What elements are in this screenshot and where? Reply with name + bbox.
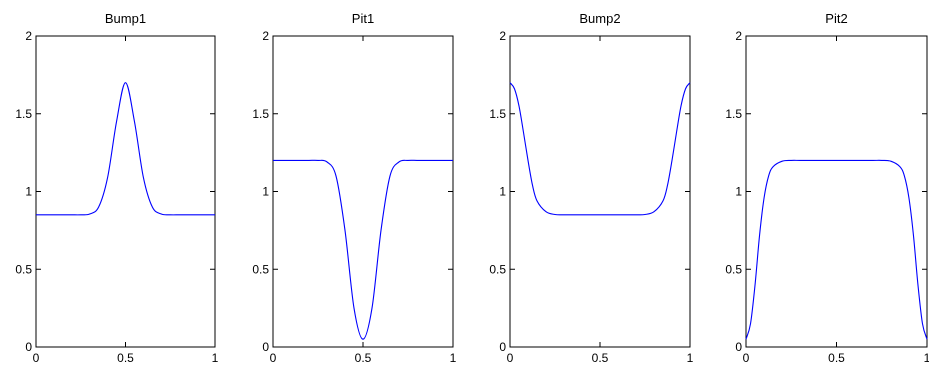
chart-title: Bump1: [105, 11, 146, 26]
series-line: [745, 159, 928, 340]
x-tick-label: 0: [270, 351, 277, 365]
chart-title: Pit1: [352, 11, 374, 26]
y-tick-label: 1.5: [489, 107, 506, 121]
series-line: [509, 82, 691, 216]
x-tick-label: 0.5: [117, 351, 134, 365]
y-tick-label: 1: [25, 185, 32, 199]
y-tick-label: 0: [499, 340, 506, 354]
subplot-4: Pit2 0 0.5 1 1.5 2 0 0.5 1: [725, 11, 929, 365]
y-tick-label: 0.5: [15, 262, 32, 276]
x-tick-label: 1: [924, 351, 929, 365]
y-tick-label: 2: [499, 29, 506, 43]
x-tick-label: 0.5: [592, 351, 609, 365]
chart-title: Pit2: [825, 11, 847, 26]
x-tick-label: 0.5: [828, 351, 845, 365]
chart-title: Bump2: [579, 11, 620, 26]
y-tick-label: 2: [25, 29, 32, 43]
x-tick-label: 0: [507, 351, 514, 365]
y-tick-label: 1.5: [252, 107, 269, 121]
x-tick-label: 0: [743, 351, 750, 365]
y-tick-label: 0.5: [725, 262, 742, 276]
x-tick-label: 1: [212, 351, 219, 365]
y-tick-label: 0: [735, 340, 742, 354]
y-tick-label: 1: [262, 185, 269, 199]
subplot-1: Bump1 0 0.5 1 1.5 2 0 0.5 1: [15, 11, 218, 365]
subplot-2: Pit1 0 0.5 1 1.5 2 0 0.5 1: [252, 11, 456, 365]
axes-box: [272, 35, 454, 348]
y-tick-label: 1.5: [725, 107, 742, 121]
y-tick-label: 2: [735, 29, 742, 43]
series-line: [35, 82, 215, 216]
y-tick-label: 1: [735, 185, 742, 199]
subplot-3: Bump2 0 0.5 1 1.5 2 0 0.5 1: [489, 11, 693, 365]
axes-box: [509, 35, 691, 348]
y-tick-label: 0: [25, 340, 32, 354]
series-line: [273, 159, 453, 340]
y-tick-label: 1: [499, 185, 506, 199]
x-tick-label: 1: [687, 351, 694, 365]
x-tick-label: 0: [33, 351, 40, 365]
y-tick-label: 0: [262, 340, 269, 354]
x-tick-label: 1: [450, 351, 457, 365]
y-tick-label: 0.5: [252, 262, 269, 276]
y-tick-label: 1.5: [15, 107, 32, 121]
y-tick-label: 0.5: [489, 262, 506, 276]
x-tick-label: 0.5: [355, 351, 372, 365]
axes-box: [745, 35, 928, 348]
y-tick-label: 2: [262, 29, 269, 43]
